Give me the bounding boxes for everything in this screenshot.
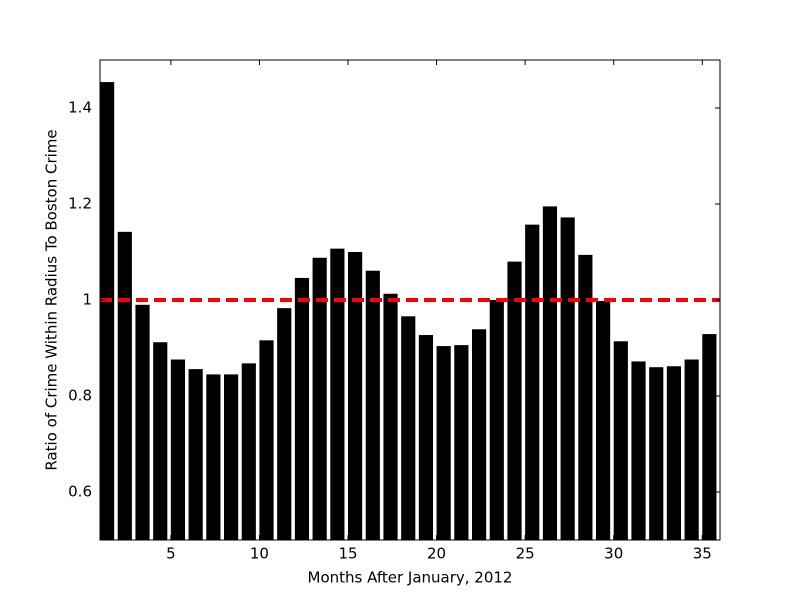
bar [206, 374, 221, 540]
x-tick-label: 30 [604, 545, 623, 563]
bar [560, 217, 575, 540]
bar [542, 206, 558, 540]
x-axis-label: Months After January, 2012 [308, 569, 513, 587]
bar [525, 224, 540, 540]
bar [702, 334, 717, 540]
x-tick-label: 25 [516, 545, 535, 563]
bar [135, 304, 150, 540]
bar [613, 341, 628, 540]
bar [383, 293, 398, 540]
bar [489, 300, 504, 540]
x-tick-label: 5 [166, 545, 176, 563]
y-tick-label: 1.4 [68, 99, 92, 117]
x-tick-label: 35 [693, 545, 712, 563]
bar [312, 257, 327, 540]
y-axis-label: Ratio of Crime Within Radius To Boston C… [43, 129, 61, 470]
y-tick-label: 1.2 [68, 195, 92, 213]
bar [348, 252, 363, 540]
bar [472, 329, 487, 540]
y-tick-label: 1 [82, 291, 92, 309]
bar [259, 340, 274, 540]
bar [294, 277, 310, 540]
x-tick-label: 10 [250, 545, 269, 563]
bar [401, 316, 416, 540]
bar [666, 366, 682, 540]
bar [684, 359, 699, 540]
bar [100, 82, 115, 540]
bar [596, 300, 611, 540]
x-tick-label: 20 [427, 545, 446, 563]
bar [153, 342, 168, 540]
bar [365, 270, 380, 540]
y-tick-label: 0.8 [68, 387, 92, 405]
bar [631, 361, 646, 540]
bar [170, 359, 186, 540]
x-tick-label: 15 [338, 545, 357, 563]
y-tick-label: 0.6 [68, 483, 92, 501]
bar [241, 363, 256, 540]
bar [454, 345, 469, 540]
bar [649, 367, 664, 540]
bar [224, 374, 239, 540]
bar [117, 231, 132, 540]
bar [330, 248, 345, 540]
bar [507, 261, 522, 540]
bar [277, 308, 292, 540]
bar [418, 335, 434, 540]
bar [188, 369, 203, 540]
bar [578, 254, 593, 540]
bar [436, 346, 451, 540]
